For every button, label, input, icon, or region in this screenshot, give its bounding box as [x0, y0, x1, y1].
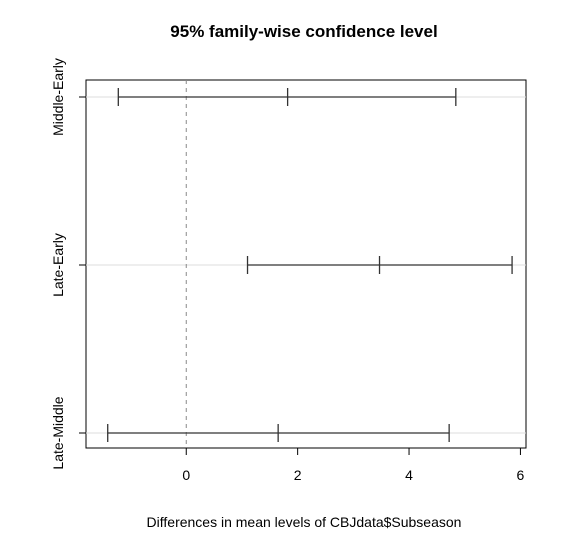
y-tick-label: Middle-Early — [50, 58, 66, 136]
chart-title: 95% family-wise confidence level — [170, 22, 437, 41]
x-tick-label: 2 — [294, 467, 302, 483]
y-axis: Middle-Early Late-Early Late-Middle — [50, 58, 86, 470]
x-tick-label: 4 — [405, 467, 413, 483]
x-tick-label: 6 — [517, 467, 525, 483]
y-tick-label: Late-Early — [50, 233, 66, 297]
x-tick-label: 0 — [182, 467, 190, 483]
confidence-intervals — [107, 88, 513, 442]
x-axis-title: Differences in mean levels of CBJdata$Su… — [147, 514, 462, 530]
plot-frame — [85, 79, 527, 449]
x-axis: 0 2 4 6 — [182, 448, 525, 483]
y-tick-label: Late-Middle — [50, 396, 66, 469]
